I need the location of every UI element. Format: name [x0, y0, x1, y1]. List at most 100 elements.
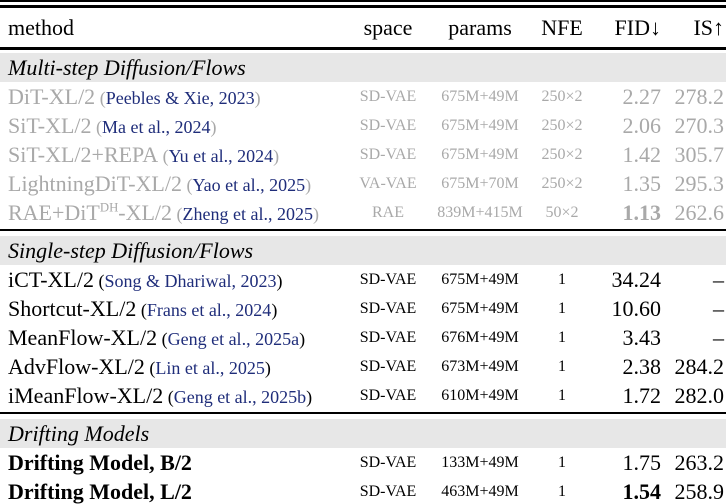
fid-cell: 1.75: [622, 449, 662, 475]
fid-cell: 3.43: [622, 324, 662, 350]
method-cell: LightningDiT-XL/2 (Yao et al., 2025): [0, 171, 340, 197]
method-name-part: Shortcut-XL/2: [8, 295, 137, 321]
citation-link[interactable]: Frans et al., 2024: [146, 299, 272, 320]
method-cell: DiT-XL/2 (Peebles & Xie, 2023): [0, 84, 340, 110]
citation-close-paren: ): [271, 299, 278, 320]
nfe-cell: 1: [558, 386, 566, 404]
nfe-cell: 1: [558, 270, 566, 288]
space-cell: VA-VAE: [359, 174, 417, 192]
is-cell: –: [713, 324, 724, 350]
nfe-cell: 1: [558, 328, 566, 346]
is-cell: –: [713, 295, 724, 321]
params-cell: 676M+49M: [441, 328, 519, 346]
citation-open-paren: (: [98, 270, 105, 291]
fid-cell: 2.06: [622, 112, 662, 138]
is-cell: 295.3: [674, 170, 725, 196]
col-header-nfe: NFE: [541, 14, 583, 40]
space-cell: RAE: [372, 203, 404, 221]
is-cell: 284.2: [674, 353, 725, 379]
method-name: Shortcut-XL/2: [8, 296, 136, 321]
nfe-cell: 250×2: [541, 116, 583, 134]
params-cell: 463M+49M: [441, 482, 519, 500]
method-cell: Drifting Model, B/2: [0, 450, 340, 476]
fid-cell: 1.42: [622, 141, 662, 167]
params-cell: 675M+49M: [441, 299, 519, 317]
method-name-part: RAE+DiT: [8, 199, 100, 225]
section-header: Multi-step Diffusion/Flows: [0, 53, 726, 82]
rule-gap: [0, 414, 726, 416]
citation: (Ma et al., 2024): [92, 116, 216, 137]
citation-close-paren: ): [254, 87, 261, 108]
method-name: SiT-XL/2+REPA: [8, 142, 158, 167]
table-row: MeanFlow-XL/2 (Geng et al., 2025a) SD-VAE…: [0, 323, 726, 352]
table-body: Multi-step Diffusion/Flows DiT-XL/2 (Peeb…: [0, 53, 726, 504]
citation: (Yao et al., 2025): [182, 175, 311, 195]
citation-link[interactable]: Peebles & Xie, 2023: [105, 87, 255, 108]
citation-link[interactable]: Lin et al., 2025: [155, 357, 265, 378]
method-cell: iMeanFlow-XL/2 (Geng et al., 2025b): [0, 383, 340, 409]
table-row: DiT-XL/2 (Peebles & Xie, 2023) SD-VAE 675M…: [0, 82, 726, 111]
citation-close-paren: ): [299, 328, 306, 349]
space-cell: SD-VAE: [359, 116, 417, 134]
nfe-cell: 250×2: [541, 87, 583, 105]
method-name: DiT-XL/2: [8, 84, 95, 109]
citation-open-paren: (: [162, 145, 169, 166]
params-cell: 675M+49M: [441, 116, 519, 134]
space-cell: SD-VAE: [359, 145, 417, 163]
is-cell: 258.9: [674, 478, 725, 504]
method-name: MeanFlow-XL/2: [8, 325, 157, 350]
citation-link[interactable]: Yu et al., 2024: [168, 145, 274, 166]
method-name: RAE+DiTDH-XL/2: [8, 200, 172, 225]
section-header: Single-step Diffusion/Flows: [0, 236, 726, 265]
method-cell: AdvFlow-XL/2 (Lin et al., 2025): [0, 354, 340, 380]
citation-link[interactable]: Song & Dhariwal, 2023: [104, 270, 277, 291]
citation: (Geng et al., 2025b): [163, 387, 312, 407]
method-cell: RAE+DiTDH-XL/2 (Zheng et al., 2025): [0, 200, 340, 226]
table-row: iCT-XL/2 (Song & Dhariwal, 2023) SD-VAE 67…: [0, 265, 726, 294]
citation-link[interactable]: Geng et al., 2025b: [173, 386, 307, 407]
section-title: Drifting Models: [8, 420, 150, 446]
fid-cell: 2.27: [622, 83, 662, 109]
params-cell: 610M+49M: [441, 386, 519, 404]
space-cell: SD-VAE: [359, 270, 417, 288]
fid-cell: 1.54: [622, 478, 662, 504]
citation-link[interactable]: Yao et al., 2025: [192, 174, 306, 195]
citation-link[interactable]: Ma et al., 2024: [102, 116, 211, 137]
is-cell: 305.7: [674, 141, 725, 167]
citation-close-paren: ): [305, 174, 312, 195]
citation-link[interactable]: Geng et al., 2025a: [167, 328, 300, 349]
nfe-cell: 1: [558, 357, 566, 375]
method-name-part: -XL/2: [118, 199, 173, 225]
method-name-part: Drifting Model, L/2: [8, 478, 192, 504]
fid-cell: 2.38: [622, 353, 662, 379]
method-name-part: Drifting Model, B/2: [8, 449, 192, 475]
table-row: RAE+DiTDH-XL/2 (Zheng et al., 2025) RAE 83…: [0, 198, 726, 227]
citation-open-paren: (: [149, 357, 156, 378]
params-cell: 839M+415M: [437, 203, 523, 221]
citation: (Lin et al., 2025): [145, 357, 270, 378]
method-name: Drifting Model, L/2: [8, 479, 192, 504]
method-name-part: AdvFlow-XL/2: [8, 353, 145, 379]
citation: (Zheng et al., 2025): [172, 204, 319, 224]
method-cell: MeanFlow-XL/2 (Geng et al., 2025a): [0, 325, 340, 351]
citation-link[interactable]: Zheng et al., 2025: [182, 203, 314, 224]
citation-open-paren: (: [99, 87, 106, 108]
top-rule-thick: [0, 5, 726, 8]
method-name: LightningDiT-XL/2: [8, 171, 182, 196]
space-cell: SD-VAE: [359, 482, 417, 500]
citation-open-paren: (: [176, 203, 183, 224]
method-cell: Shortcut-XL/2 (Frans et al., 2024): [0, 296, 340, 322]
table-row: Drifting Model, B/2 SD-VAE 133M+49M 1 1.75 26…: [0, 448, 726, 477]
method-name-part: iCT-XL/2: [8, 266, 94, 292]
section-header: Drifting Models: [0, 419, 726, 448]
citation-close-paren: ): [306, 386, 313, 407]
section-title: Multi-step Diffusion/Flows: [8, 54, 246, 80]
method-name: AdvFlow-XL/2: [8, 354, 145, 379]
params-cell: 133M+49M: [441, 453, 519, 471]
citation-open-paren: (: [96, 116, 103, 137]
is-cell: –: [713, 266, 724, 292]
nfe-cell: 250×2: [541, 174, 583, 192]
nfe-cell: 50×2: [545, 203, 579, 221]
is-cell: 270.3: [674, 112, 725, 138]
